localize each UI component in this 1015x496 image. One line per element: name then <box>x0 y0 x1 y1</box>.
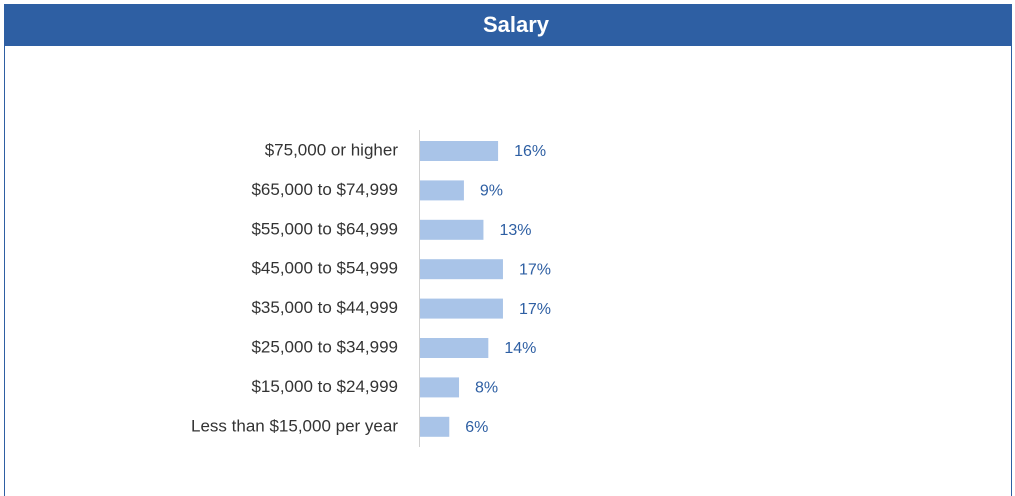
category-label: $75,000 or higher <box>265 140 399 159</box>
value-label: 9% <box>480 183 503 200</box>
category-label: $25,000 to $34,999 <box>251 337 398 356</box>
bar <box>420 259 503 280</box>
bar <box>420 416 450 437</box>
bar <box>420 377 460 398</box>
bar <box>420 338 489 358</box>
header-bar <box>4 4 1012 46</box>
category-label: $15,000 to $24,999 <box>251 377 398 396</box>
category-label: $45,000 to $54,999 <box>251 259 398 278</box>
bar <box>420 219 484 240</box>
category-label: $35,000 to $44,999 <box>251 298 398 317</box>
bar <box>420 298 503 319</box>
category-label: $55,000 to $64,999 <box>251 219 398 238</box>
value-label: 13% <box>499 222 531 239</box>
value-label: 6% <box>465 419 488 436</box>
frame <box>4 4 1012 496</box>
category-label: $65,000 to $74,999 <box>251 180 398 199</box>
value-label: 8% <box>475 380 498 397</box>
chart-title: Salary <box>483 12 550 37</box>
value-label: 17% <box>519 261 551 278</box>
bar <box>420 141 499 161</box>
value-label: 16% <box>514 143 546 160</box>
category-label: Less than $15,000 per year <box>191 416 398 435</box>
value-label: 17% <box>519 301 551 318</box>
bar <box>420 180 464 201</box>
value-label: 14% <box>504 340 536 357</box>
